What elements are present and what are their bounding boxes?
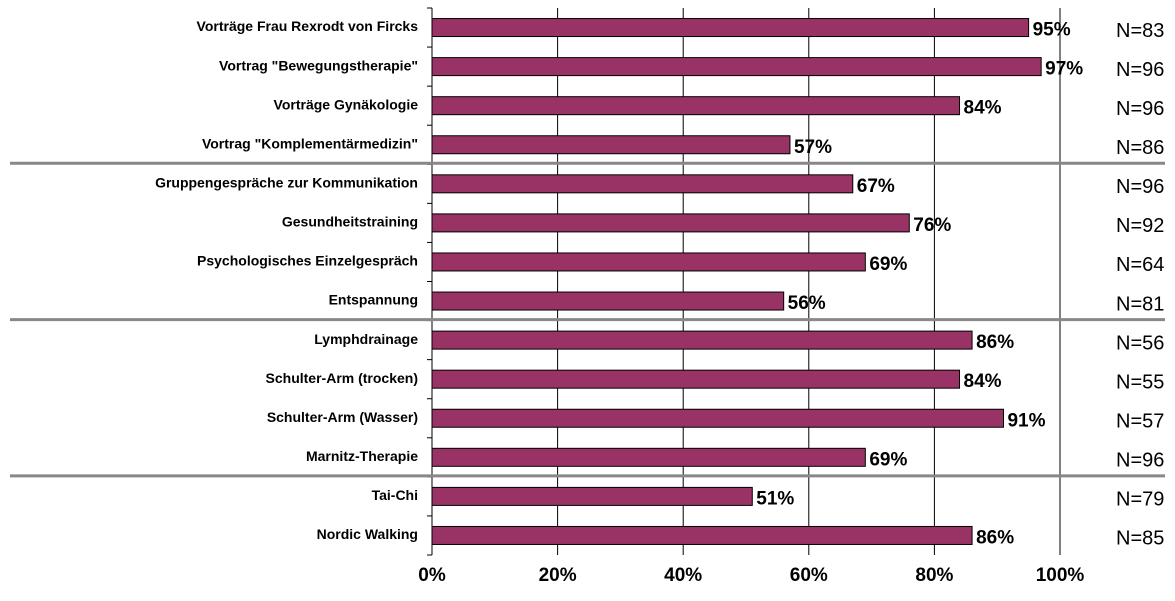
value-label: 69% [869,254,907,275]
x-tick-label: 60% [790,565,828,586]
value-label: 91% [1007,410,1045,431]
bar [431,174,854,194]
n-label: N=96 [1116,98,1164,120]
x-tick-label: 100% [1036,565,1085,586]
value-label: 84% [964,98,1002,119]
value-label: 56% [788,293,826,314]
value-label: 86% [976,527,1014,548]
y-tick-label: Vortrag "Bewegungstherapie" [219,57,418,73]
n-label: N=96 [1116,176,1164,198]
y-tick-label: Tai-Chi [372,487,418,503]
bar [431,213,910,233]
y-tick-label: Psychologisches Einzelgespräch [197,253,418,269]
bar [431,57,1042,77]
bar [431,252,866,272]
y-tick-label: Vortrag "Komplementärmedizin" [202,135,418,151]
n-label: N=83 [1116,20,1164,42]
y-tick-label: Gesundheitstraining [282,214,418,230]
n-label: N=92 [1116,215,1164,237]
value-label: 67% [857,176,895,197]
bar [431,447,866,467]
value-label: 69% [869,449,907,470]
y-tick-label: Schulter-Arm (Wasser) [267,409,418,425]
n-label: N=81 [1116,293,1164,315]
n-label: N=85 [1116,528,1164,550]
y-tick-label: Lymphdrainage [314,331,418,347]
bar [431,330,973,350]
y-tick-label: Gruppengespräche zur Kommunikation [155,175,418,191]
value-label: 51% [756,488,794,509]
bar [431,408,1004,428]
y-tick-label: Vorträge Gynäkologie [274,96,419,112]
x-tick-label: 40% [664,565,702,586]
n-label: N=56 [1116,332,1164,354]
bar [431,96,961,116]
y-tick-label: Schulter-Arm (trocken) [266,370,418,386]
bar [431,525,973,545]
bar [431,291,785,311]
value-label: 97% [1045,59,1083,80]
value-label: 57% [794,137,832,158]
bar [431,18,1030,38]
bar [431,369,961,389]
bar [431,135,791,155]
y-tick-label: Nordic Walking [317,526,418,542]
n-label: N=96 [1116,59,1164,81]
y-tick-label: Marnitz-Therapie [306,448,418,464]
y-tick-label: Entspannung [329,292,418,308]
value-label: 84% [964,371,1002,392]
y-tick-label: Vorträge Frau Rexrodt von Fircks [197,18,419,34]
n-label: N=57 [1116,411,1164,433]
n-label: N=96 [1116,450,1164,472]
x-tick-label: 80% [915,565,953,586]
n-label: N=86 [1116,137,1164,159]
x-tick-label: 0% [418,565,446,586]
n-label: N=79 [1116,489,1164,511]
value-label: 76% [913,215,951,236]
n-label: N=55 [1116,371,1164,393]
n-label: N=64 [1116,254,1164,276]
bar [431,486,753,506]
value-label: 95% [1033,20,1071,41]
value-label: 86% [976,332,1014,353]
x-tick-label: 20% [539,565,577,586]
